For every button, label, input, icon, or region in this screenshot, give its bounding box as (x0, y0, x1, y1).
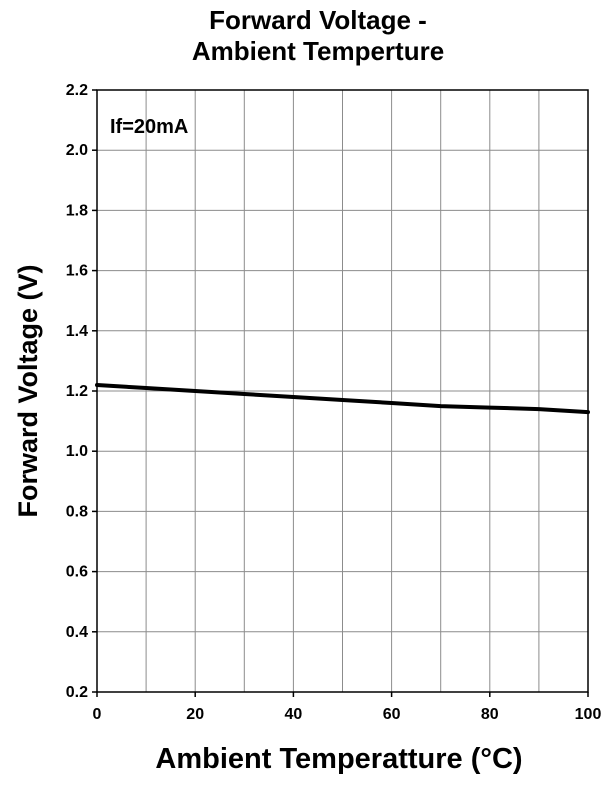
y-tick-label: 0.2 (66, 684, 88, 701)
x-tick-label: 100 (575, 706, 602, 723)
y-axis-label: Forward Voltage (V) (13, 264, 43, 517)
chart-title: Forward Voltage -Ambient Temperture (192, 5, 444, 66)
y-tick-label: 1.0 (66, 443, 88, 460)
series-line (95, 383, 590, 415)
grid-layer (97, 90, 588, 692)
y-tick-label: 1.2 (66, 383, 88, 400)
y-tick-label: 1.8 (66, 202, 88, 219)
chart-title-line: Ambient Temperture (192, 36, 444, 66)
x-tick-label: 20 (186, 706, 204, 723)
x-tick-label: 0 (93, 706, 102, 723)
x-tick-label: 80 (481, 706, 499, 723)
condition-annotation: If=20mA (110, 116, 188, 138)
x-axis-label: Ambient Temperatture (°C) (155, 743, 522, 775)
y-tick-label: 1.4 (66, 323, 88, 340)
x-tick-label: 40 (285, 706, 303, 723)
chart-title-line: Forward Voltage - (209, 5, 427, 35)
axis-layer (92, 89, 589, 697)
y-tick-label: 2.2 (66, 82, 88, 99)
y-tick-label: 0.8 (66, 503, 88, 520)
y-tick-label: 0.6 (66, 564, 88, 581)
y-tick-label: 2.0 (66, 142, 88, 159)
y-tick-label: 1.6 (66, 263, 88, 280)
series-layer (95, 383, 590, 415)
text-layer: 0.2 0.4 0.6 0.8 1.0 1.2 1.4 1.6 1.8 2.0 2.2 0 20 40 60… (13, 5, 601, 775)
y-tick-label: 0.4 (66, 624, 88, 641)
x-tick-label: 60 (383, 706, 401, 723)
